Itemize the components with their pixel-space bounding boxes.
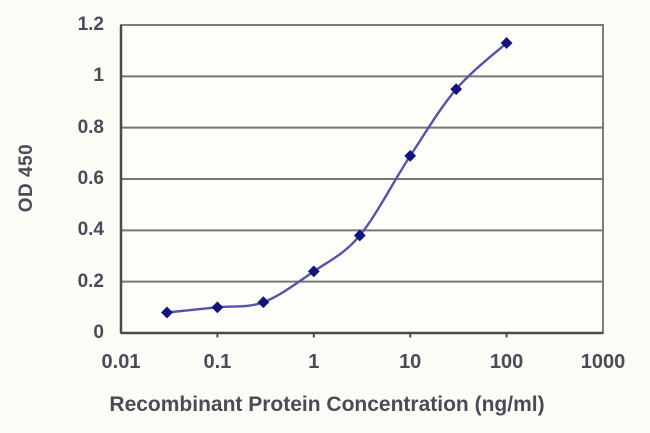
data-point-marker [353, 229, 366, 242]
data-point-marker [211, 301, 224, 314]
y-tick-label: 0 [93, 322, 104, 343]
y-tick-label: 0.8 [77, 116, 104, 138]
data-point-marker [404, 149, 417, 162]
x-axis-title: Recombinant Protein Concentration (ng/ml… [109, 393, 545, 416]
x-tick-label: 1 [308, 351, 320, 373]
y-tick-label: 1 [93, 65, 104, 87]
y-tick-label: 0.4 [77, 219, 104, 241]
x-tick-label: 10 [399, 351, 422, 373]
y-tick-label: 0.2 [77, 270, 104, 292]
x-tick-label: 0.01 [101, 351, 141, 373]
x-tick-label: 100 [489, 351, 524, 373]
y-tick-label: 0.6 [77, 168, 104, 189]
y-axis-title: OD 450 [16, 143, 37, 213]
x-tick-label: 1000 [580, 351, 626, 373]
data-point-marker [450, 83, 463, 96]
x-tick-label: 0.1 [203, 351, 232, 373]
data-point-marker [307, 265, 320, 278]
data-point-marker [257, 296, 270, 309]
data-point-marker [500, 37, 513, 49]
y-tick-label: 1.2 [77, 14, 104, 35]
data-point-marker [161, 306, 173, 319]
